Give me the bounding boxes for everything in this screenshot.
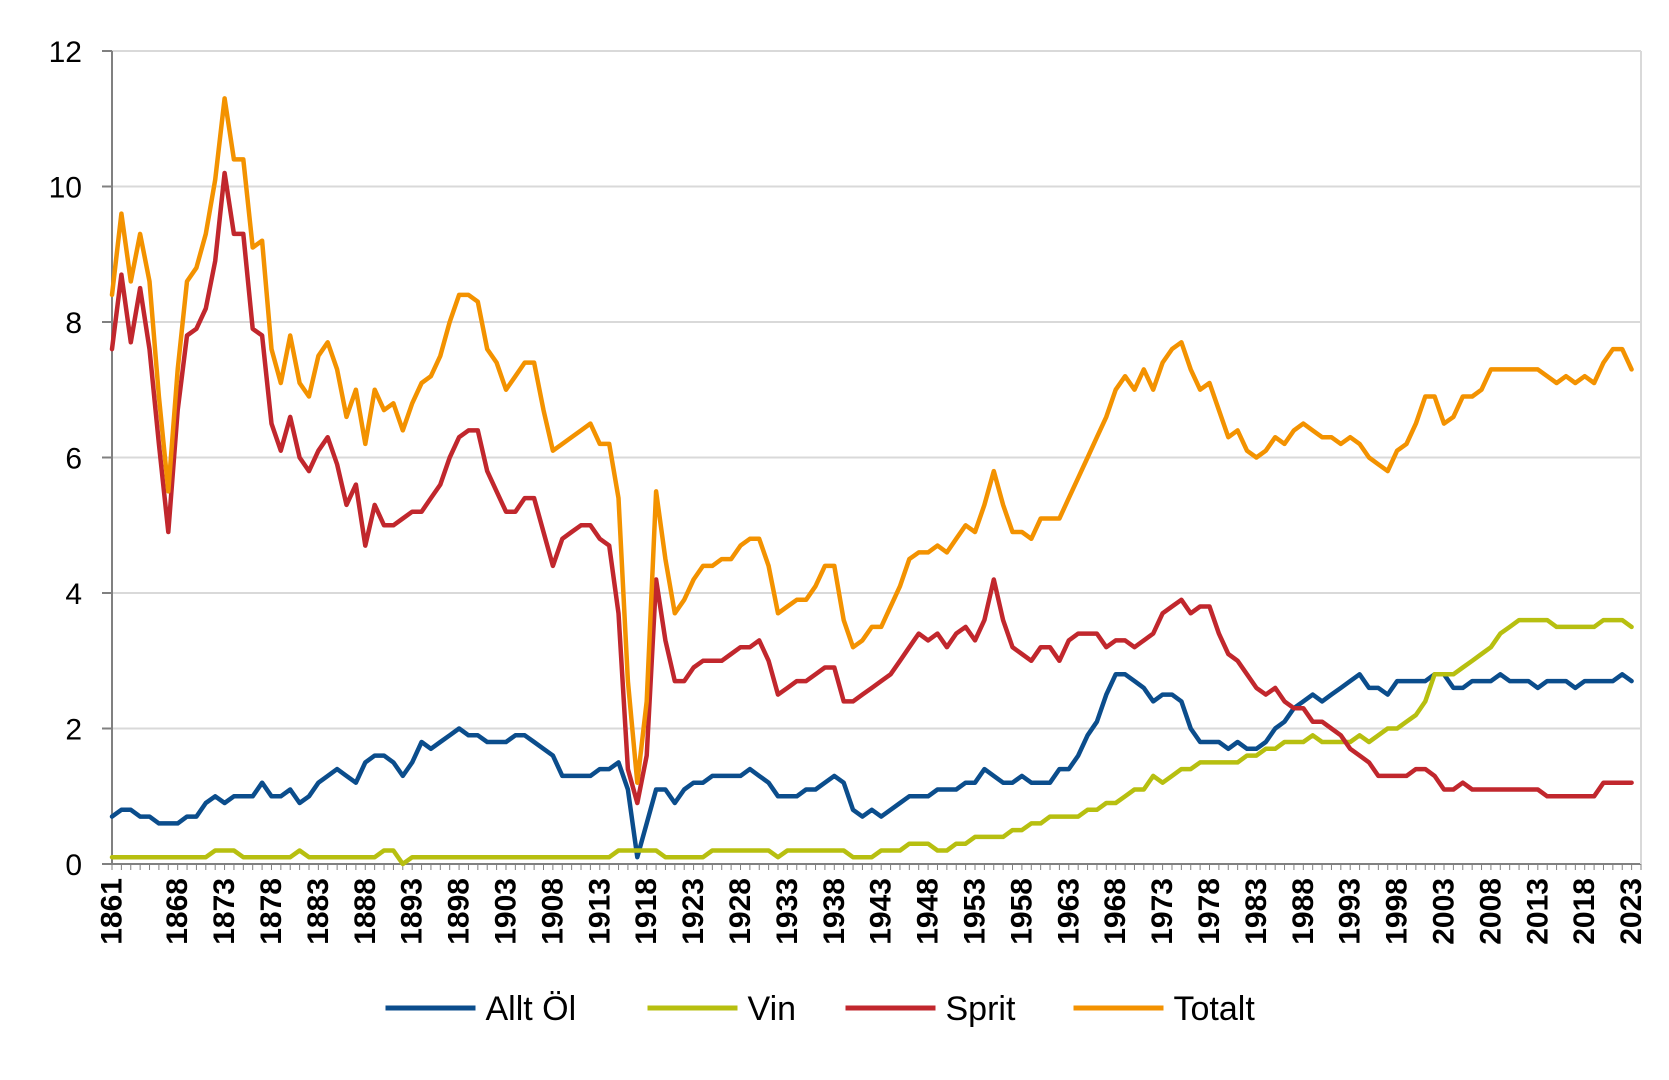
x-tick-label: 1958 (1005, 878, 1038, 945)
x-tick-label: 2003 (1428, 878, 1461, 945)
y-tick-labels: 0 2 4 6 8 10 12 (49, 36, 82, 882)
x-tick-label: 1963 (1052, 878, 1085, 945)
y-tick-label: 6 (65, 443, 82, 476)
x-tick-label: 1988 (1287, 878, 1320, 945)
x-tick-label: 1908 (536, 878, 569, 945)
legend: Allt Öl Vin Sprit Totalt (385, 990, 1256, 1028)
x-tick-label: 1883 (302, 878, 335, 945)
x-tick-label: 2018 (1568, 878, 1601, 945)
legend-item-2: Vin (647, 990, 797, 1028)
x-tick-label: 1861 (96, 878, 129, 945)
legend-label: Sprit (946, 990, 1016, 1028)
x-tick-label: 2008 (1474, 878, 1507, 945)
legend-label: Vin (748, 990, 797, 1028)
series-line-1 (109, 672, 1634, 860)
y-tick-label: 0 (65, 849, 82, 882)
x-tick-label: 1968 (1099, 878, 1132, 945)
series-line-4 (109, 96, 1634, 785)
series-line-2 (109, 617, 1634, 867)
x-tick-label: 1888 (349, 878, 382, 945)
x-tick-label: 1928 (724, 878, 757, 945)
x-tick-label: 1998 (1381, 878, 1414, 945)
series-line-3 (109, 170, 1634, 806)
x-tick-label: 1923 (677, 878, 710, 945)
x-tick-label: 1983 (1240, 878, 1273, 945)
x-tick-labels: 1861 1868 1873 1878 1883 1888 1893 1898 1903 1908… (96, 878, 1649, 945)
x-tick-label: 1993 (1334, 878, 1367, 945)
x-tick-label: 1903 (489, 878, 522, 945)
x-tick-label: 1953 (958, 878, 991, 945)
x-tick-label: 1973 (1146, 878, 1179, 945)
x-tick-label: 1943 (865, 878, 898, 945)
x-tick-label: 1893 (396, 878, 429, 945)
x-tick-label: 1933 (771, 878, 804, 945)
y-tick-label: 4 (65, 578, 82, 611)
y-tick-label: 2 (65, 714, 82, 747)
legend-item-3: Sprit (845, 990, 1016, 1028)
x-tick-label: 1913 (583, 878, 616, 945)
x-tick-label: 1873 (208, 878, 241, 945)
legend-label: Allt Öl (486, 990, 577, 1028)
series-lines (109, 96, 1634, 867)
x-tick-label: 1878 (255, 878, 288, 945)
x-tick-label: 1948 (912, 878, 945, 945)
legend-label: Totalt (1174, 990, 1256, 1028)
x-tick-label: 1898 (443, 878, 476, 945)
x-tick-label: 2023 (1615, 878, 1648, 945)
x-tick-label: 1918 (630, 878, 663, 945)
legend-item-4: Totalt (1073, 990, 1256, 1028)
x-tick-label: 2013 (1521, 878, 1554, 945)
y-tick-label: 8 (65, 307, 82, 340)
legend-item-1: Allt Öl (385, 990, 577, 1028)
y-tick-label: 10 (49, 172, 82, 205)
x-tick-label: 1978 (1193, 878, 1226, 945)
axes (102, 50, 1642, 870)
x-tick-label: 1868 (161, 878, 194, 945)
x-tick-label: 1938 (818, 878, 851, 945)
y-tick-label: 12 (49, 36, 82, 69)
